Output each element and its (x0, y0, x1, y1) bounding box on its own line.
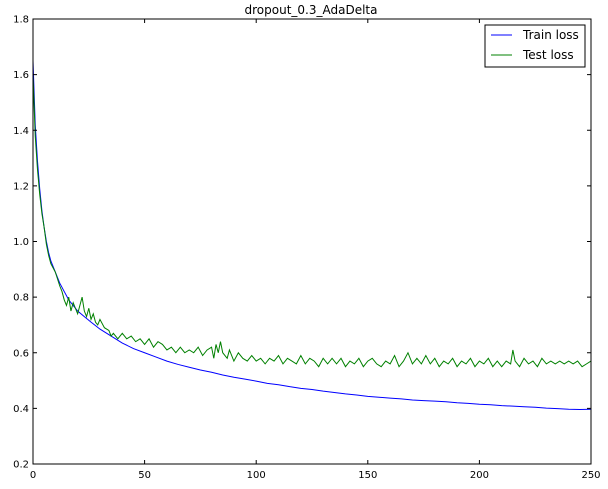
legend-label-test-loss: Test loss (522, 48, 574, 62)
x-tick-label: 0 (30, 470, 36, 481)
x-tick-label: 200 (470, 470, 489, 481)
y-tick-label: 1.4 (13, 126, 29, 137)
series-line-test-loss (32, 74, 592, 368)
x-tick-label: 100 (247, 470, 266, 481)
y-tick-label: 0.6 (13, 348, 29, 359)
y-tick-label: 0.8 (13, 293, 29, 304)
chart-title: dropout_0.3_AdaDelta (245, 3, 378, 17)
y-tick-label: 0.4 (13, 404, 29, 415)
legend: Train loss Test loss (484, 24, 586, 68)
legend-box (484, 24, 586, 68)
x-tick-label: 250 (581, 470, 600, 481)
y-tick-label: 0.2 (13, 460, 29, 471)
x-tick-label: 50 (138, 470, 151, 481)
legend-label-train-loss: Train loss (522, 28, 579, 42)
y-tick-label: 1.6 (13, 70, 29, 81)
series-layer (32, 60, 592, 410)
y-tick-label: 1.0 (13, 237, 29, 248)
axes-layer: 0 50 100 150 200 250 0.2 0.4 0.6 0.8 1.0 1.2 1.4 1.6 1… (13, 15, 600, 482)
series-line-train-loss (32, 60, 592, 410)
plot-frame (32, 18, 592, 465)
y-tick-label: 1.8 (13, 15, 29, 26)
y-tick-label: 1.2 (13, 181, 29, 192)
x-tick-label: 150 (358, 470, 377, 481)
